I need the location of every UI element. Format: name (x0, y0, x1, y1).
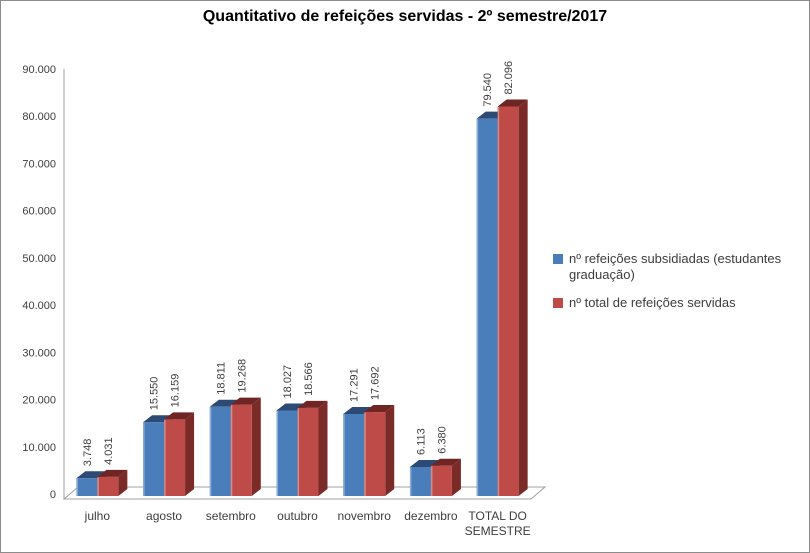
x-axis-category-label: outubro (277, 509, 318, 523)
legend-square-icon (553, 254, 563, 264)
bar-top-s2-5 (430, 458, 461, 466)
bar-top-s2-4 (364, 405, 395, 413)
bar-s1-5 (409, 466, 431, 496)
bar-value-label: 79.540 (482, 73, 494, 107)
bar-value-label: 17.291 (349, 368, 361, 402)
bar-side-s2-2 (251, 397, 261, 496)
bar-value-label: 16.159 (170, 374, 182, 408)
bar-value-label: 18.566 (303, 362, 315, 396)
bar-s1-4 (343, 413, 365, 496)
x-axis-category-label: novembro (338, 509, 392, 523)
y-axis-tick-label: 70.000 (22, 158, 56, 170)
bar-s2-3 (297, 407, 319, 496)
y-axis-tick-label: 20.000 (22, 395, 56, 407)
y-axis-tick-label: 30.000 (22, 347, 56, 359)
bar-top-s2-0 (97, 469, 128, 477)
bar-side-s2-6 (518, 99, 528, 496)
bar-value-label: 6.380 (436, 426, 448, 454)
x-axis-category-label: TOTAL DO SEMESTRE (465, 509, 531, 538)
chart-title: Quantitativo de refeições servidas - 2º … (202, 8, 608, 25)
bar-top-s2-3 (297, 400, 328, 408)
bar-side-s2-1 (185, 412, 195, 496)
bar-value-label: 6.113 (415, 428, 427, 455)
x-axis-category-label: dezembro (404, 509, 458, 523)
legend-square-icon (553, 297, 563, 308)
y-axis-tick-label: 40.000 (22, 300, 56, 312)
x-axis-category-label: agosto (146, 509, 182, 523)
bar-s2-4 (364, 412, 386, 496)
bar-value-label: 3.748 (82, 439, 94, 467)
bar-s2-0 (97, 476, 119, 496)
bar-side-s2-0 (118, 469, 128, 496)
bar-top-s2-6 (497, 99, 528, 107)
bar-top-s2-1 (164, 412, 195, 420)
bar-value-label: 17.692 (370, 366, 382, 400)
legend-label: nº total de refeições servidas (569, 294, 736, 310)
bar-top-s2-2 (230, 397, 261, 405)
y-axis-tick-label: 80.000 (22, 111, 56, 123)
bar-s1-2 (209, 406, 231, 496)
legend-item-subsidiadas: nº refeições subsidiadas (estudantes gra… (553, 251, 805, 284)
bar-value-label: 19.268 (236, 359, 248, 393)
bar-s2-5 (430, 465, 452, 496)
y-axis-tick-label: 0 (50, 489, 56, 501)
bar-s1-6 (476, 118, 498, 496)
chart-legend: nº refeições subsidiadas (estudantes gra… (553, 251, 805, 311)
y-axis-tick-label: 50.000 (22, 253, 56, 265)
bar-s2-2 (230, 404, 252, 496)
bar-value-label: 18.027 (282, 365, 294, 399)
bar-value-label: 15.550 (149, 377, 161, 411)
y-axis-tick-label: 60.000 (22, 206, 56, 218)
y-axis-tick-label: 90.000 (22, 64, 56, 76)
bar-side-s2-5 (451, 458, 461, 496)
bar-value-label: 4.031 (103, 437, 115, 465)
bar-side-s2-3 (318, 400, 328, 496)
bar-s1-0 (76, 478, 98, 496)
bar-value-label: 18.811 (215, 362, 227, 395)
y-axis-tick-label: 10.000 (22, 442, 56, 454)
bar-s2-6 (497, 106, 519, 496)
legend-item-total: nº total de refeições servidas (553, 295, 805, 311)
bar-s1-1 (143, 422, 165, 496)
x-axis-category-label: setembro (206, 509, 256, 523)
bar-side-s2-4 (385, 405, 395, 496)
x-axis-category-label: julho (84, 509, 111, 523)
legend-label: nº refeições subsidiadas (estudantes gra… (569, 251, 782, 283)
bar-s2-1 (164, 419, 186, 496)
bar-s1-3 (276, 410, 298, 496)
bar-value-label: 82.096 (503, 61, 515, 95)
